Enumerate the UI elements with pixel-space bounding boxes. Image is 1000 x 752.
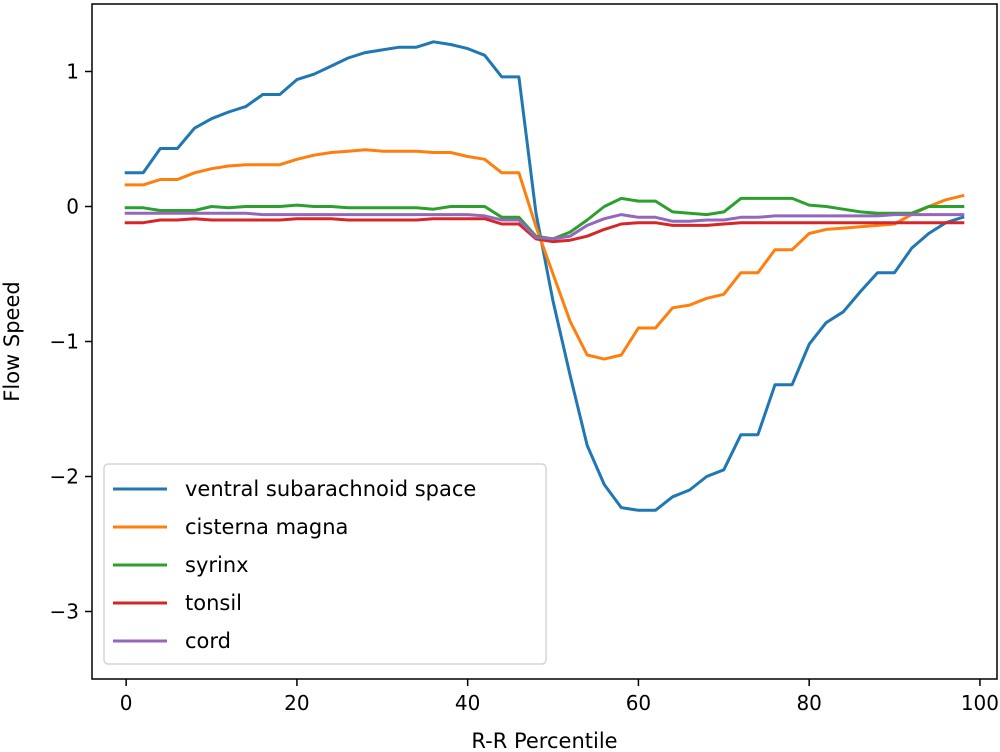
legend-label: syrinx: [185, 553, 249, 577]
legend-label: cord: [185, 629, 231, 653]
x-axis-label: R-R Percentile: [471, 729, 617, 752]
series-line-tonsil: [124, 217, 965, 244]
legend: ventral subarachnoid space cisterna magna…: [103, 463, 547, 665]
y-tick-label: 0: [66, 195, 79, 219]
y-tick-label: −2: [50, 465, 79, 489]
x-tick-label: 0: [120, 691, 133, 715]
x-tick-label: 100: [961, 691, 999, 715]
series-line-cisterna-magna: [124, 148, 965, 361]
x-axis: 0 20 40 60 80 100: [120, 679, 999, 715]
legend-label: cisterna magna: [185, 515, 348, 539]
legend-label: ventral subarachnoid space: [185, 477, 476, 501]
series-line-ventral-subarachnoid-space: [124, 40, 965, 512]
y-axis-label: Flow Speed: [0, 281, 24, 401]
y-axis: 1 0 −1 −2 −3: [50, 60, 92, 624]
x-tick-label: 40: [455, 691, 480, 715]
y-tick-label: −1: [50, 330, 79, 354]
legend-entries: ventral subarachnoid space cisterna magna…: [113, 477, 476, 653]
y-tick-label: 1: [66, 60, 79, 84]
series-line-cord: [124, 211, 965, 241]
series-layer: [124, 40, 965, 512]
y-tick-label: −3: [50, 600, 79, 624]
legend-label: tonsil: [185, 591, 242, 615]
x-tick-label: 20: [284, 691, 309, 715]
x-tick-label: 80: [796, 691, 821, 715]
x-tick-label: 60: [626, 691, 651, 715]
legend-box: [103, 463, 547, 665]
